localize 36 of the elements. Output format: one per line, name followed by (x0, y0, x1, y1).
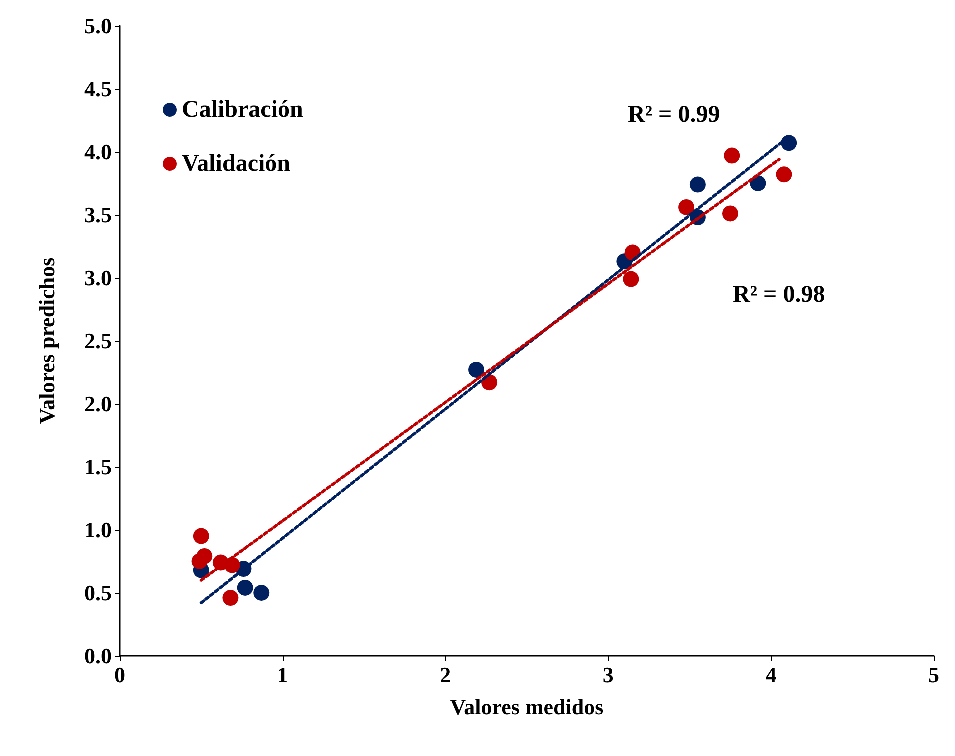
point (722, 206, 738, 222)
point (222, 590, 239, 606)
annotation: R² = 0.98 (733, 282, 826, 308)
point (193, 528, 210, 544)
annotation: R² = 0.99 (628, 102, 720, 128)
point (468, 362, 485, 378)
y-tick-label: 2.5 (84, 328, 112, 354)
point (623, 271, 640, 288)
x-tick-label: 3 (602, 662, 614, 688)
y-tick-label: 4.5 (84, 76, 112, 102)
y-tick-label: 1.5 (84, 454, 112, 480)
point (237, 580, 254, 596)
point (254, 585, 270, 601)
point (678, 199, 695, 216)
y-tick-label: 3.0 (84, 266, 112, 290)
point (724, 148, 740, 164)
point (192, 554, 208, 570)
y-axis-title: Valores predichos (34, 257, 60, 424)
x-axis-title: Valores medidos (450, 694, 604, 720)
y-tick-label: 2.0 (84, 392, 112, 416)
y-tick-label: 3.5 (84, 202, 112, 228)
x-tick-label: 1 (277, 662, 288, 688)
point (776, 166, 792, 183)
legend-label: Validación (182, 151, 290, 177)
point (781, 135, 798, 152)
y-tick-label: 5.0 (84, 14, 112, 38)
x-tick-label: 0 (114, 662, 126, 688)
y-tick-label: 0.0 (84, 644, 112, 668)
y-tick-label: 1.0 (84, 518, 112, 542)
x-tick-label: 2 (440, 662, 452, 688)
y-tick-label: 0.5 (84, 580, 112, 606)
legend-label: Calibración (182, 97, 304, 123)
x-tick-label: 4 (766, 662, 777, 688)
y-tick-label: 4.0 (84, 140, 112, 164)
x-tick-label: 5 (928, 662, 940, 688)
point (690, 176, 706, 193)
